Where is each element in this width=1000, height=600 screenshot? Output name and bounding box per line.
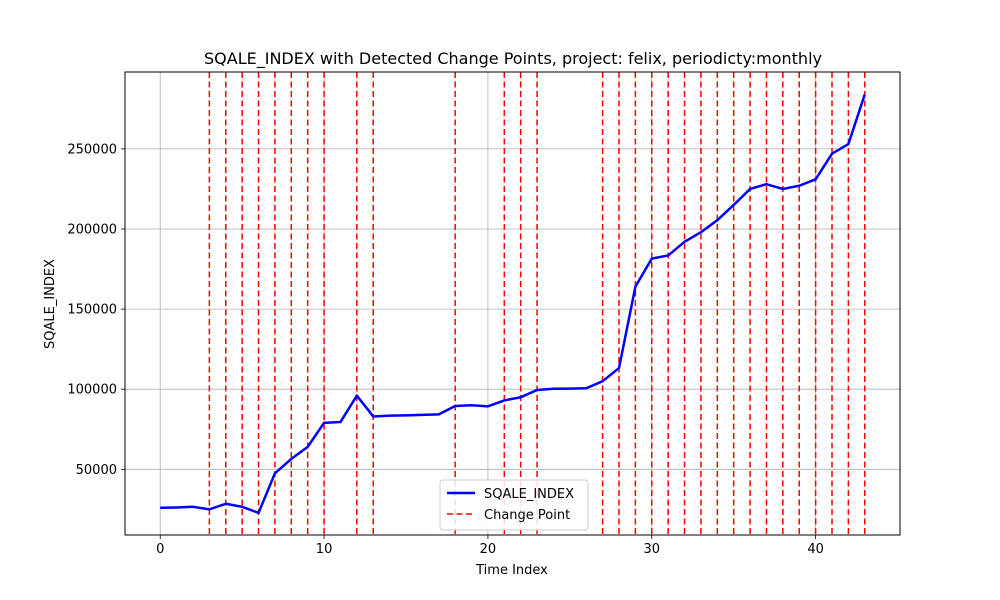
change-point-lines bbox=[208, 72, 866, 535]
x-tick-label: 40 bbox=[807, 542, 824, 557]
legend-label-sqale-index: SQALE_INDEX bbox=[484, 487, 574, 502]
series-layer bbox=[160, 94, 866, 515]
legend-box bbox=[439, 479, 589, 531]
x-tick-label: 0 bbox=[156, 542, 164, 557]
legend: SQALE_INDEX Change Point bbox=[439, 479, 589, 531]
y-tick-label: 250000 bbox=[67, 142, 117, 157]
x-tick-label: 30 bbox=[643, 542, 660, 557]
x-axis-label: Time Index bbox=[475, 563, 548, 578]
x-tick-label: 20 bbox=[480, 542, 497, 557]
y-tick-label: 100000 bbox=[67, 383, 117, 398]
x-tick-label: 10 bbox=[316, 542, 333, 557]
ticks: 0 10 20 30 40 50000 100000 150000 200000 250000 bbox=[67, 142, 824, 557]
y-tick-label: 200000 bbox=[67, 223, 117, 238]
y-tick-label: 50000 bbox=[76, 463, 117, 478]
series-line-sqale-index bbox=[160, 94, 866, 515]
y-axis-label: SQALE_INDEX bbox=[43, 259, 58, 349]
chart-title: SQALE_INDEX with Detected Change Points,… bbox=[204, 49, 822, 69]
y-tick-label: 150000 bbox=[67, 303, 117, 318]
legend-label-change-point: Change Point bbox=[484, 508, 570, 523]
plot-frame bbox=[124, 71, 901, 536]
